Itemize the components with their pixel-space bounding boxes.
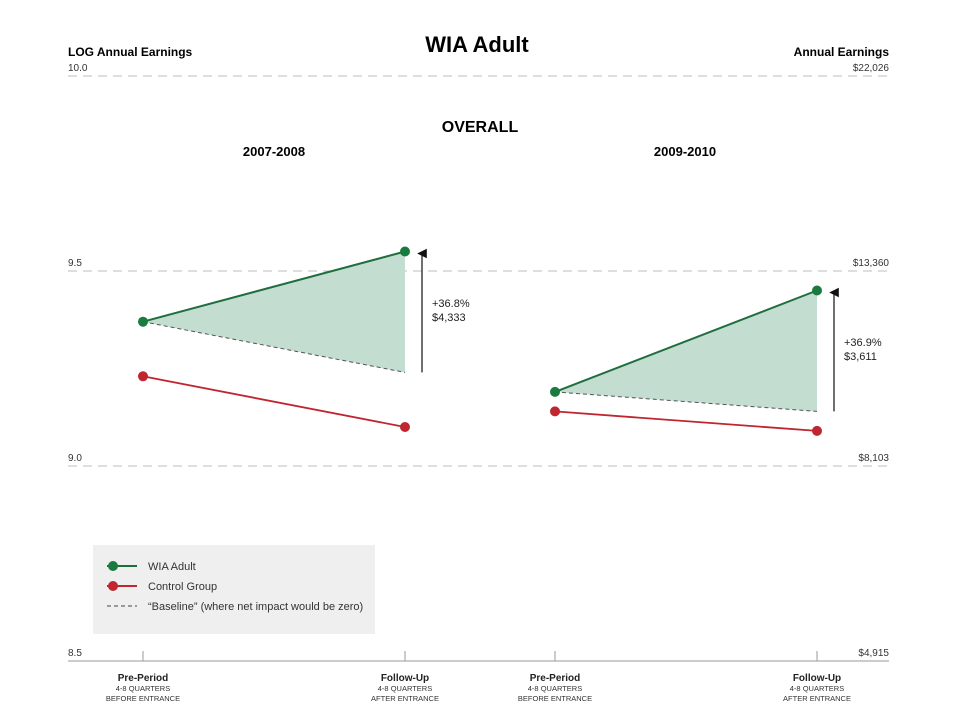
wia-adult-line	[142, 250, 406, 323]
x-tick-sublabel: AFTER ENTRANCE	[371, 694, 439, 703]
x-tick-sublabel: AFTER ENTRANCE	[783, 694, 851, 703]
right-tick-label: $8,103	[858, 453, 889, 464]
impact-percent-label: +36.9%	[844, 337, 882, 349]
chart-title: WIA Adult	[425, 32, 529, 57]
data-panels: +36.8% $4,333 +36.9% $3,611	[138, 246, 882, 436]
legend-control-label: Control Group	[148, 581, 217, 593]
legend-control-marker	[108, 581, 118, 591]
section-title: OVERALL	[442, 119, 519, 136]
wia-adult-line	[554, 289, 818, 393]
left-tick-label: 9.5	[68, 258, 82, 269]
panel-1: +36.8% $4,333	[138, 246, 470, 432]
left-tick-label: 8.5	[68, 648, 82, 659]
panel-2: +36.9% $3,611	[550, 285, 882, 436]
legend-background	[93, 545, 375, 634]
x-tick-sublabel: 4-8 QUARTERS	[116, 684, 170, 693]
left-tick-label: 9.0	[68, 453, 82, 464]
control-group-line	[554, 410, 818, 432]
right-tick-label: $4,915	[858, 648, 889, 659]
impact-percent-label: +36.8%	[432, 298, 470, 310]
legend: WIA Adult Control Group “Baseline” (wher…	[93, 545, 375, 634]
x-tick-label: Pre-Period	[118, 673, 169, 684]
control-group-point	[400, 422, 410, 432]
baseline-line	[554, 391, 818, 412]
x-tick-label: Pre-Period	[530, 673, 581, 684]
control-group-point	[812, 425, 822, 436]
wia-adult-point	[138, 316, 148, 327]
legend-baseline-label: “Baseline” (where net impact would be ze…	[148, 601, 363, 613]
impact-amount-label: $3,611	[844, 351, 877, 363]
wia-adult-point	[812, 285, 822, 296]
left-axis-title: LOG Annual Earnings	[68, 45, 193, 59]
impact-area	[143, 251, 405, 373]
control-group-point	[138, 371, 148, 382]
panel-2-period: 2009-2010	[654, 144, 716, 159]
x-tick-label: Follow-Up	[793, 673, 841, 684]
right-tick-label: $22,026	[853, 63, 890, 74]
wia-adult-point	[400, 246, 410, 257]
x-tick-label: Follow-Up	[381, 673, 429, 684]
x-tick-sublabel: 4-8 QUARTERS	[378, 684, 432, 693]
left-tick-label: 10.0	[68, 63, 88, 74]
right-tick-label: $13,360	[853, 258, 890, 269]
control-group-point	[550, 406, 560, 417]
control-group-line	[142, 375, 406, 428]
panel-1-period: 2007-2008	[243, 144, 305, 159]
x-tick-sublabel: BEFORE ENTRANCE	[106, 694, 180, 703]
x-tick-sublabel: BEFORE ENTRANCE	[518, 694, 592, 703]
impact-amount-label: $4,333	[432, 312, 466, 324]
x-tick-sublabel: 4-8 QUARTERS	[528, 684, 582, 693]
x-tick-sublabel: 4-8 QUARTERS	[790, 684, 844, 693]
legend-wia-marker	[108, 561, 118, 571]
wia-adult-point	[550, 386, 560, 397]
gridlines: 10.0 $22,026 9.5 $13,360 9.0 $8,103 8.5 $4,915	[68, 63, 889, 659]
impact-area	[555, 290, 817, 412]
legend-wia-label: WIA Adult	[148, 561, 196, 573]
baseline-line	[142, 321, 406, 373]
right-axis-title: Annual Earnings	[794, 45, 890, 59]
